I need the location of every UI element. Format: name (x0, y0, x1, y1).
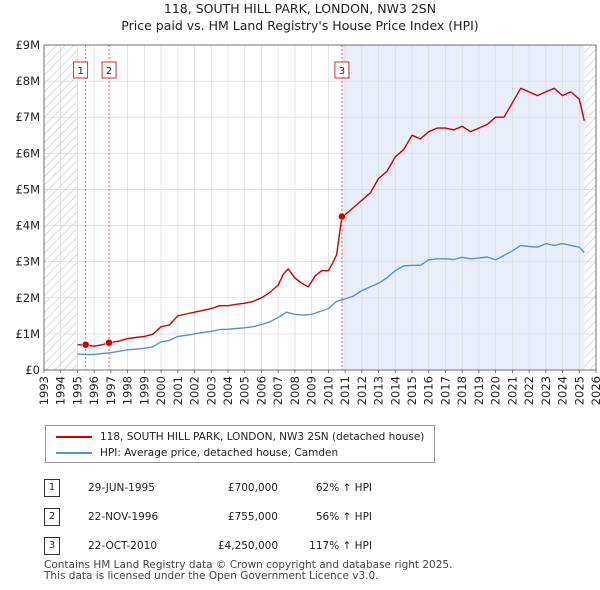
plot-frame (43, 44, 597, 371)
legend-item-property: 118, SOUTH HILL PARK, LONDON, NW3 2SN (d… (56, 429, 424, 445)
legend-property-label: 118, SOUTH HILL PARK, LONDON, NW3 2SN (d… (100, 431, 425, 443)
transaction-price: £4,250,000 (217, 539, 278, 552)
transaction-label: 1 (77, 66, 83, 77)
x-tick-label: 2019 (472, 376, 486, 405)
x-tick-label: 2002 (188, 376, 202, 405)
transaction-label-frame (73, 61, 89, 79)
transaction-marker (105, 338, 113, 347)
hpi-line (77, 242, 585, 356)
x-tick-label: 1998 (121, 376, 135, 405)
x-tick-label: 2025 (572, 376, 586, 405)
title-line-2: Price paid vs. HM Land Registry's House … (121, 18, 479, 33)
x-tick-label: 1997 (104, 376, 118, 405)
shaded-period (341, 45, 585, 370)
y-tick-label: £6M (15, 146, 40, 160)
y-tick-label: £8M (15, 74, 40, 88)
chart-title: 118, SOUTH HILL PARK, LONDON, NW3 2SN Pr… (0, 0, 600, 34)
transaction-date: 22-OCT-2010 (88, 539, 157, 552)
x-tick-label: 2009 (305, 376, 319, 405)
footer-line-2: This data is licensed under the Open Gov… (44, 570, 379, 582)
property-price-line (77, 87, 585, 347)
y-tick-label: £9M (15, 38, 40, 52)
x-tick-label: 2005 (238, 376, 252, 405)
legend: 118, SOUTH HILL PARK, LONDON, NW3 2SN (d… (45, 425, 435, 463)
legend-hpi-swatch (56, 452, 92, 454)
x-tick-label: 1996 (87, 376, 101, 405)
legend-property-swatch (56, 436, 92, 438)
x-tick-label: 2017 (438, 376, 452, 405)
x-tick-label: 2020 (489, 376, 503, 405)
transactions-table: 1 29-JUN-1995 £700,000 62% ↑ HPI 2 22-NO… (44, 473, 372, 560)
transaction-label-box: 3 (334, 61, 350, 79)
legend-hpi-label: HPI: Average price, detached house, Camd… (100, 447, 339, 459)
x-tick-label: 2014 (388, 376, 402, 405)
x-tick-label: 2003 (204, 376, 218, 405)
transaction-price: £700,000 (227, 481, 278, 494)
transaction-number: 2 (44, 507, 60, 526)
transaction-hpi: 56% ↑ HPI (315, 510, 372, 523)
x-tick-label: 2012 (355, 376, 369, 405)
x-tick-label: 2023 (539, 376, 553, 405)
legend-item-hpi: HPI: Average price, detached house, Camd… (56, 445, 338, 461)
transaction-label-box: 2 (101, 61, 117, 79)
y-tick-label: £7M (15, 110, 40, 124)
transaction-label: 3 (339, 66, 345, 77)
transaction-label: 2 (106, 66, 112, 77)
x-tick-label: 2022 (522, 376, 536, 405)
table-row: 2 22-NOV-1996 £755,000 56% ↑ HPI (44, 502, 372, 531)
y-tick-label: £2M (15, 291, 40, 305)
y-tick-label: £4M (15, 219, 40, 233)
table-row: 3 22-OCT-2010 £4,250,000 117% ↑ HPI (44, 531, 372, 560)
transaction-number: 3 (44, 536, 60, 555)
transaction-hpi: 117% ↑ HPI (309, 539, 372, 552)
transaction-date: 29-JUN-1995 (88, 481, 155, 494)
x-tick-label: 1995 (70, 376, 84, 405)
x-tick-label: 2026 (589, 376, 600, 405)
x-tick-label: 2024 (556, 376, 570, 405)
y-tick-label: £1M (15, 327, 40, 341)
x-tick-label: 1993 (37, 376, 51, 405)
x-tick-label: 2001 (171, 376, 185, 405)
x-tick-label: 1994 (54, 376, 68, 405)
x-tick-label: 2013 (372, 376, 386, 405)
x-tick-label: 2011 (338, 376, 352, 405)
transaction-price: £755,000 (227, 510, 278, 523)
table-row: 1 29-JUN-1995 £700,000 62% ↑ HPI (44, 473, 372, 502)
y-tick-label: £0 (25, 363, 40, 377)
transaction-date: 22-NOV-1996 (88, 510, 159, 523)
transaction-marker (338, 212, 346, 221)
x-tick-label: 2008 (288, 376, 302, 405)
x-tick-label: 2007 (271, 376, 285, 405)
title-line-1: 118, SOUTH HILL PARK, LONDON, NW3 2SN (163, 1, 437, 16)
hatched-after (584, 45, 596, 370)
x-tick-label: 2010 (321, 376, 335, 405)
footer: Contains HM Land Registry data © Crown c… (44, 560, 452, 582)
transaction-label-frame (334, 61, 350, 79)
x-tick-label: 1999 (137, 376, 151, 405)
transaction-marker (81, 340, 90, 349)
x-tick-label: 2021 (505, 376, 519, 405)
transaction-hpi: 62% ↑ HPI (315, 481, 372, 494)
y-tick-label: £3M (15, 255, 40, 269)
x-tick-label: 2000 (154, 376, 168, 405)
footer-line-1: Contains HM Land Registry data © Crown c… (44, 559, 453, 571)
transaction-label-frame (101, 61, 117, 79)
y-tick-label: £5M (15, 182, 40, 196)
transaction-number: 1 (44, 478, 60, 497)
x-tick-label: 2016 (422, 376, 436, 405)
x-tick-label: 2004 (221, 376, 235, 405)
x-tick-label: 2018 (455, 376, 469, 405)
x-tick-label: 2015 (405, 376, 419, 405)
transaction-label-box: 1 (73, 61, 89, 79)
x-tick-label: 2006 (254, 376, 268, 405)
